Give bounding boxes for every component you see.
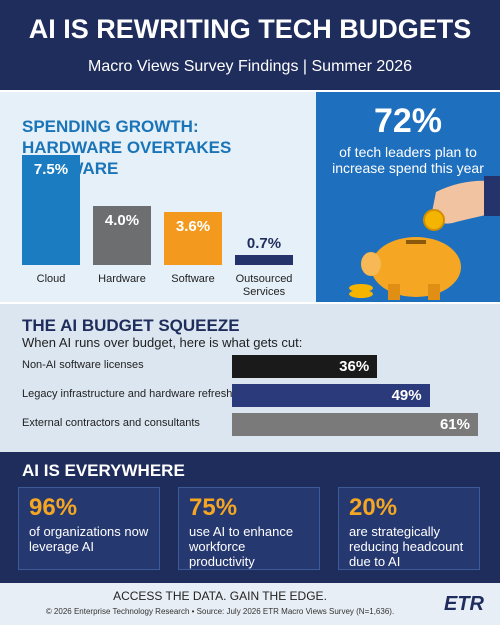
value-label: 7.5% (33, 161, 69, 178)
logo: ETR (444, 593, 484, 615)
stat-card: 96% of organizations now leverage AI (18, 487, 160, 570)
category-label: Outsourced Services (235, 273, 293, 298)
header: AI IS REWRITING TECH BUDGETS Macro Views… (0, 0, 500, 90)
category-label: Cloud (36, 273, 66, 285)
title-line: SPENDING GROWTH: (22, 117, 199, 136)
stat-card: 20% are strategically reducing headcount … (338, 487, 480, 570)
piggy-illustration (349, 176, 500, 300)
value-label: 3.6% (175, 218, 211, 236)
section-title: AI IS EVERYWHERE (22, 461, 185, 480)
card-text: are strategically reducing headcount due… (349, 524, 464, 569)
value-label: 49% (391, 387, 422, 404)
highlight-text: of tech leaders plan to increase spend t… (332, 144, 484, 176)
value-label: 36% (339, 358, 370, 375)
bar: 61% (232, 413, 478, 436)
tagline: ACCESS THE DATA. GAIN THE EDGE. (113, 589, 327, 603)
category-label: Software (171, 273, 215, 285)
everywhere-panel: AI IS EVERYWHERE 96% of organizations now… (0, 452, 500, 583)
bar: 36% (232, 355, 378, 378)
card-text: of organizations now leverage AI (29, 524, 149, 554)
subtitle: Macro Views Survey Findings | Summer 202… (88, 58, 412, 75)
category-label: Hardware (98, 273, 146, 285)
row-label: External contractors and consultants (22, 417, 200, 429)
spending-panel: SPENDING GROWTH: HARDWARE OVERTAKES SOFT… (0, 92, 316, 302)
bar (22, 155, 80, 265)
bar (93, 206, 151, 265)
title: AI IS REWRITING TECH BUDGETS (28, 14, 472, 44)
source: © 2026 Enterprise Technology Research • … (45, 607, 395, 616)
bar: 49% (232, 384, 430, 407)
card-stat: 75% (189, 494, 238, 521)
bar (164, 212, 222, 265)
squeeze-panel: THE AI BUDGET SQUEEZE When AI runs over … (0, 304, 500, 452)
section-subtitle: When AI runs over budget, here is what g… (22, 335, 303, 350)
value-label: 4.0% (104, 212, 140, 230)
value-label: 0.7% (246, 234, 282, 252)
stat-card: 75% use AI to enhance workforce productiv… (178, 487, 320, 570)
row-label: Legacy infrastructure and hardware refre… (22, 388, 233, 400)
card-text: use AI to enhance workforce productivity (189, 524, 294, 569)
value-label: 61% (439, 416, 470, 433)
footer: ACCESS THE DATA. GAIN THE EDGE. © 2026 E… (0, 583, 500, 625)
highlight-stat: 72% (373, 102, 443, 140)
card-stat: 20% (349, 494, 398, 521)
card-stat: 96% (29, 494, 78, 521)
highlight-panel: 72% of tech leaders plan to increase spe… (316, 92, 500, 302)
section-title: THE AI BUDGET SQUEEZE (22, 316, 240, 335)
row-label: Non-AI software licenses (22, 359, 144, 371)
bar (235, 254, 293, 265)
